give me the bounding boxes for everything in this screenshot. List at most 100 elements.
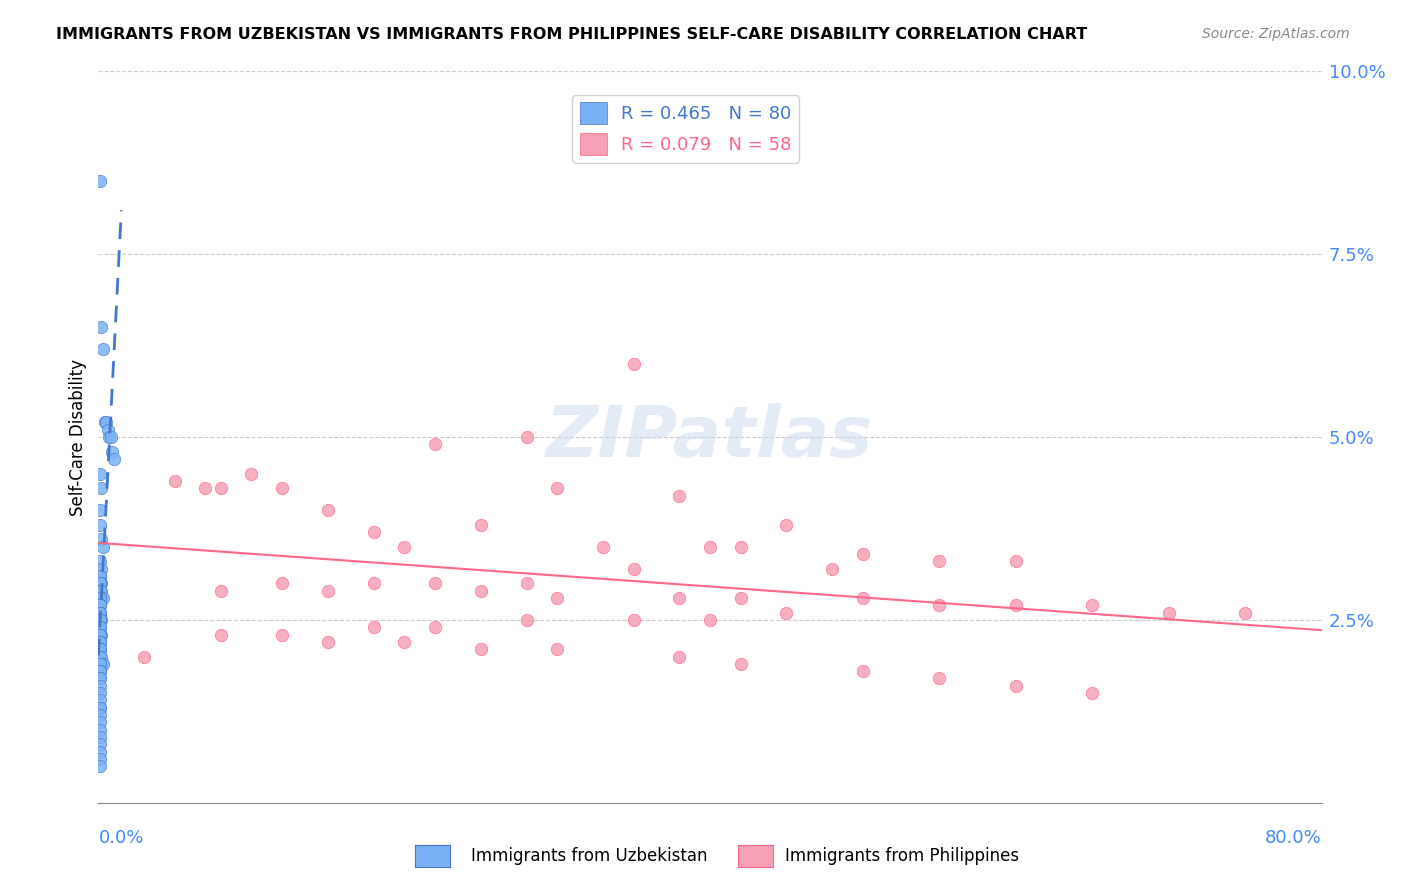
Point [546, 642, 568, 657]
Point [89, 657, 111, 671]
Point [93, 416, 115, 430]
Point [89, 599, 111, 613]
Point [1081, 599, 1104, 613]
Point [516, 613, 538, 627]
Point [89, 723, 111, 737]
Point [1004, 554, 1026, 568]
Point [89, 599, 111, 613]
Point [1157, 606, 1180, 620]
Point [775, 606, 797, 620]
Point [775, 517, 797, 532]
Point [90, 576, 112, 591]
Point [821, 562, 844, 576]
Point [209, 583, 232, 598]
Point [852, 664, 875, 678]
Point [668, 649, 690, 664]
Point [546, 481, 568, 495]
Text: Immigrants from Philippines: Immigrants from Philippines [785, 847, 1019, 864]
Point [89, 613, 111, 627]
Point [89, 679, 111, 693]
Point [852, 591, 875, 605]
Point [89, 606, 111, 620]
Point [89, 576, 111, 591]
Point [699, 613, 721, 627]
Point [89, 583, 111, 598]
Point [90, 649, 112, 664]
Point [928, 672, 950, 686]
Point [89, 591, 111, 605]
Text: 0.0%: 0.0% [98, 829, 143, 847]
Text: Source: ZipAtlas.com: Source: ZipAtlas.com [1202, 27, 1350, 41]
Legend: R = 0.465   N = 80, R = 0.079   N = 58: R = 0.465 N = 80, R = 0.079 N = 58 [572, 95, 799, 162]
Point [516, 576, 538, 591]
Point [89, 467, 111, 481]
Point [89, 576, 111, 591]
Point [89, 606, 111, 620]
Point [316, 503, 339, 517]
Point [623, 562, 645, 576]
Point [470, 583, 492, 598]
Point [1004, 599, 1026, 613]
Point [730, 540, 752, 554]
Point [89, 606, 111, 620]
Point [363, 576, 385, 591]
Point [699, 540, 721, 554]
Point [592, 540, 614, 554]
Point [90, 481, 112, 495]
Point [89, 672, 111, 686]
Point [89, 606, 111, 620]
Point [668, 591, 690, 605]
Point [470, 642, 492, 657]
Point [928, 599, 950, 613]
Point [100, 430, 122, 444]
Point [89, 635, 111, 649]
Point [89, 583, 111, 598]
Point [1004, 679, 1026, 693]
Point [423, 437, 446, 451]
Point [90, 613, 112, 627]
Point [89, 745, 111, 759]
Point [209, 481, 232, 495]
Point [89, 664, 111, 678]
Point [103, 452, 125, 467]
Point [163, 474, 186, 488]
Point [546, 591, 568, 605]
Point [101, 444, 124, 458]
Point [470, 517, 492, 532]
Point [89, 708, 111, 723]
Point [392, 635, 416, 649]
Point [89, 613, 111, 627]
Point [89, 174, 111, 188]
Point [89, 649, 111, 664]
Point [392, 540, 416, 554]
Point [89, 620, 111, 634]
Point [89, 503, 111, 517]
Point [89, 686, 111, 700]
Point [423, 620, 446, 634]
Point [270, 627, 292, 641]
Point [98, 430, 121, 444]
Point [852, 547, 875, 561]
Point [89, 759, 111, 773]
Point [89, 620, 111, 634]
Point [623, 357, 645, 371]
Point [97, 423, 120, 437]
Point [89, 554, 111, 568]
Point [89, 715, 111, 730]
Point [240, 467, 263, 481]
Text: 80.0%: 80.0% [1265, 829, 1322, 847]
Point [89, 649, 111, 664]
Point [94, 416, 117, 430]
Point [89, 642, 111, 657]
Point [209, 627, 232, 641]
Point [730, 657, 752, 671]
Point [89, 657, 111, 671]
Point [89, 613, 111, 627]
Point [91, 343, 114, 357]
Point [1234, 606, 1257, 620]
Point [623, 613, 645, 627]
Point [270, 481, 292, 495]
Point [316, 635, 339, 649]
Point [89, 569, 111, 583]
Point [270, 576, 292, 591]
